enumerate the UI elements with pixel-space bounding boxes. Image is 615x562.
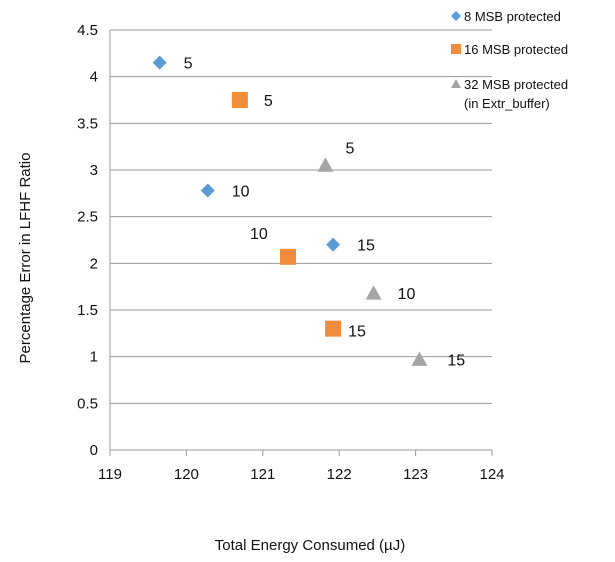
point-label: 10 [232,184,250,201]
x-tick-label: 123 [403,466,428,483]
point-label: 5 [345,140,354,157]
point-label: 10 [250,226,268,243]
legend-entry-line2: (in Extr_buffer) [464,96,550,111]
point-labels: 5 10 15 5 10 15 5 10 15 [184,56,466,370]
legend: 8 MSB protected 16 MSB protected 32 MSB pr… [451,9,568,111]
data-point [280,248,297,265]
data-point [325,320,342,337]
x-tick-labels: 119 120 121 122 123 124 [98,466,504,483]
point-label: 15 [447,352,465,369]
legend-marker [451,11,461,21]
data-point [326,237,341,252]
data-point [231,92,248,108]
x-tick-label: 124 [479,466,504,483]
data-points [152,55,428,366]
legend-entry: 32 MSB protected [464,77,568,92]
data-point [365,285,382,300]
y-axis-label: Percentage Error in LFHF Ratio [17,153,34,364]
axes [109,30,493,456]
gridlines [110,29,492,404]
y-tick-label: 3.5 [77,115,98,132]
data-point [200,183,215,198]
point-label: 5 [264,93,273,110]
y-tick-label: 2.5 [77,209,98,226]
data-point [317,157,334,172]
point-label: 5 [184,56,193,73]
y-tick-label: 2 [90,255,98,272]
x-tick-label: 122 [327,466,352,483]
y-tick-label: 0 [90,442,98,459]
y-tick-label: 4 [90,69,98,86]
legend-marker [451,44,461,54]
y-tick-label: 1 [90,349,98,366]
x-tick-label: 119 [98,466,122,483]
data-point [411,351,428,366]
y-tick-labels: 0 0.5 1 1.5 2 2.5 3 3.5 4 4.5 [77,22,98,459]
x-axis-label: Total Energy Consumed (µJ) [215,537,405,554]
y-tick-label: 0.5 [77,395,98,412]
x-tick-label: 121 [250,466,275,483]
point-label: 15 [357,238,375,255]
data-point [152,55,167,70]
x-tick-label: 120 [174,466,199,483]
point-label: 15 [348,324,366,341]
y-tick-label: 3 [90,162,98,179]
y-tick-label: 4.5 [77,22,98,39]
legend-marker [451,79,461,88]
legend-entry: 16 MSB protected [464,42,568,57]
point-label: 10 [398,286,416,303]
y-tick-label: 1.5 [77,302,98,319]
legend-entry: 8 MSB protected [464,9,561,24]
